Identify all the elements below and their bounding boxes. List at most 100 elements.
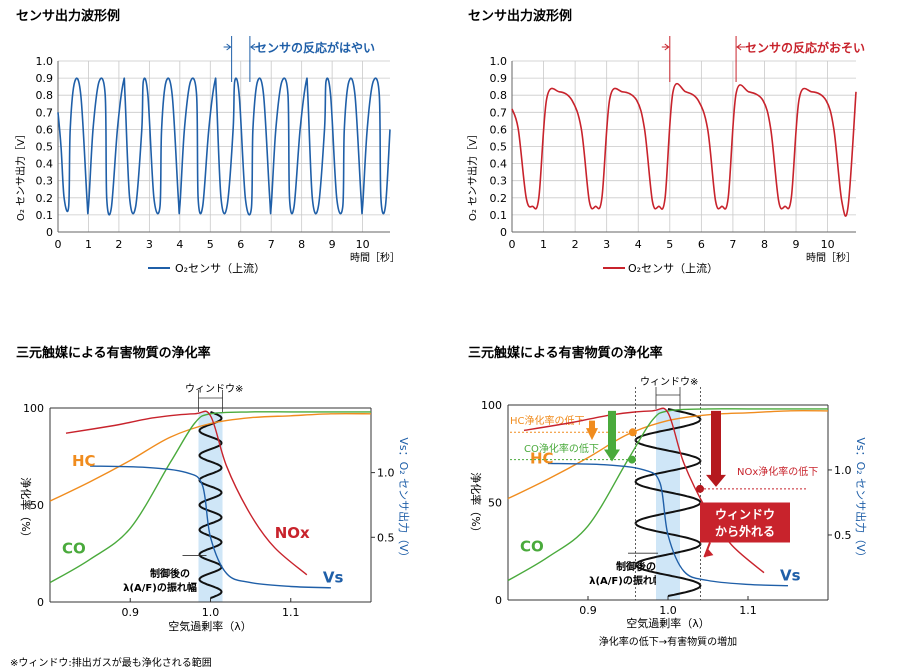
y-tick-label: 0.5	[490, 141, 508, 154]
y-axis-label: O₂ センサ出力［V］	[14, 129, 27, 221]
x-axis-label: 空気過剰率（λ）	[168, 619, 252, 633]
series-label-co: CO	[520, 537, 544, 555]
x-tick-label: 2	[115, 238, 122, 251]
x-tick-label: 3	[603, 238, 610, 251]
y-tick-label: 0.4	[490, 158, 508, 171]
y2-tick-label: 1.0	[834, 464, 852, 477]
y2-axis-label: Vs：O₂ センサ出力（V）	[854, 437, 868, 562]
x-tick-label: 5	[666, 238, 673, 251]
x-tick-label: 10	[821, 238, 835, 251]
x-tick-label: 9	[793, 238, 800, 251]
series-line	[511, 82, 857, 217]
x-tick-label: 0.9	[122, 606, 140, 619]
y2-tick-label: 0.5	[834, 529, 852, 542]
x-axis-label: 時間［秒］	[350, 251, 400, 264]
y-tick-label: 0	[37, 596, 44, 609]
x-tick-label: 6	[237, 238, 244, 251]
chart-title: 三元触媒による有害物質の浄化率	[468, 345, 663, 361]
series-label-nox: NOx	[275, 524, 310, 542]
series-hc	[49, 412, 372, 502]
x-tick-label: 0	[55, 238, 62, 251]
y-tick-label: 0.4	[36, 158, 54, 171]
series-label-co: CO	[62, 540, 86, 558]
y2-tick-label: 0.5	[377, 531, 395, 544]
series-co	[49, 411, 371, 584]
x-tick-label: 9	[329, 238, 336, 251]
annotation-arrow-left	[736, 43, 746, 51]
y-tick-label: 0.3	[36, 175, 54, 188]
arrow-co-down	[604, 410, 620, 462]
y-tick-label: 1.0	[36, 55, 54, 68]
y-tick-label: 100	[23, 402, 44, 415]
x-tick-label: 2	[572, 238, 579, 251]
amplitude-label-2: λ(A/F)の振れ幅	[123, 581, 197, 594]
y-tick-label: 0.6	[36, 123, 54, 136]
x-tick-label: 0.9	[579, 604, 597, 617]
callout-box-line2: から外れる	[715, 524, 775, 539]
callout-co: CO浄化率の低下	[524, 442, 599, 455]
x-tick-label: 4	[176, 238, 183, 251]
chart-title: センサ出力波形例	[468, 8, 572, 24]
chart-title: 三元触媒による有害物質の浄化率	[16, 345, 211, 361]
chart-slow-sensor: センサ出力波形例 センサの反応がおそい 時間［秒］ O₂センサ（上流） O₂ セ…	[466, 8, 865, 275]
x-tick-label: 1.1	[282, 606, 300, 619]
footnote: ※ウィンドウ:排出ガスが最も浄化される範囲	[10, 656, 212, 669]
x-tick-label: 1.0	[202, 606, 220, 619]
y-tick-label: 0	[500, 226, 507, 239]
marker-hc	[628, 428, 637, 437]
series-label-vs: Vs	[780, 567, 801, 585]
callout-box-line1: ウィンドウ	[715, 508, 775, 522]
x-tick-label: 8	[761, 238, 768, 251]
annotation-arrow-left	[250, 43, 259, 51]
y-tick-label: 0.1	[490, 209, 508, 222]
legend-label: O₂センサ（上流）	[175, 261, 265, 275]
x-axis-label: 空気過剰率（λ）	[626, 616, 710, 630]
y-tick-label: 0	[495, 594, 502, 607]
y-tick-label: 0.8	[36, 89, 54, 102]
amplitude-label-2: λ(A/F)の振れ幅	[589, 574, 663, 587]
series-vs	[547, 462, 789, 587]
callout-arrow-head	[704, 548, 714, 558]
series-vs	[90, 465, 331, 589]
chart-catalyst-out-window: 三元触媒による有害物質の浄化率 ウィンドウ※ 空気過剰率（λ） 浄化率の低下→有…	[468, 345, 868, 648]
chart-catalyst-in-window: 三元触媒による有害物質の浄化率 ウィンドウ※ 空気過剰率（λ） 浄化率（%） V…	[16, 345, 411, 633]
series-label-hc: HC	[530, 450, 554, 468]
series-nox	[65, 410, 308, 576]
x-tick-label: 10	[356, 238, 370, 251]
annotation-slow: センサの反応がおそい	[745, 40, 865, 55]
series-label-vs: Vs	[323, 569, 344, 587]
y-tick-label: 0.9	[36, 72, 54, 85]
callout-hc: HC浄化率の低下	[510, 414, 585, 427]
series-hc	[507, 410, 829, 500]
y-tick-label: 1.0	[490, 55, 508, 68]
x-axis-sublabel: 浄化率の低下→有害物質の増加	[599, 635, 737, 648]
x-tick-label: 6	[698, 238, 705, 251]
x-tick-label: 7	[729, 238, 736, 251]
x-tick-label: 8	[298, 238, 305, 251]
y-tick-label: 0.9	[490, 72, 508, 85]
y-tick-label: 0.7	[36, 106, 54, 119]
annotation-fast: センサの反応がはやい	[255, 40, 375, 55]
arrow-hc-down	[586, 420, 598, 441]
annotation-arrow-right	[661, 43, 670, 51]
y-axis-label: 浄化率（%）	[469, 472, 483, 537]
x-axis-label: 時間［秒］	[806, 251, 856, 264]
x-tick-label: 5	[207, 238, 214, 251]
series-line	[57, 77, 391, 216]
x-tick-label: 0	[509, 238, 516, 251]
y-tick-label: 0.1	[36, 209, 54, 222]
y-tick-label: 50	[30, 499, 44, 512]
y2-tick-label: 1.0	[377, 467, 395, 480]
callout-box	[700, 502, 790, 543]
arrow-nox-down	[706, 410, 726, 487]
x-tick-label: 1	[540, 238, 547, 251]
y-tick-label: 0.3	[490, 175, 508, 188]
series-label-hc: HC	[72, 452, 96, 470]
window-label: ウィンドウ※	[185, 383, 243, 395]
window-band	[656, 409, 680, 600]
x-tick-label: 1.0	[659, 604, 677, 617]
window-label: ウィンドウ※	[640, 376, 698, 388]
y-tick-label: 0	[46, 226, 53, 239]
x-tick-label: 1	[85, 238, 92, 251]
y-tick-label: 50	[488, 497, 502, 510]
